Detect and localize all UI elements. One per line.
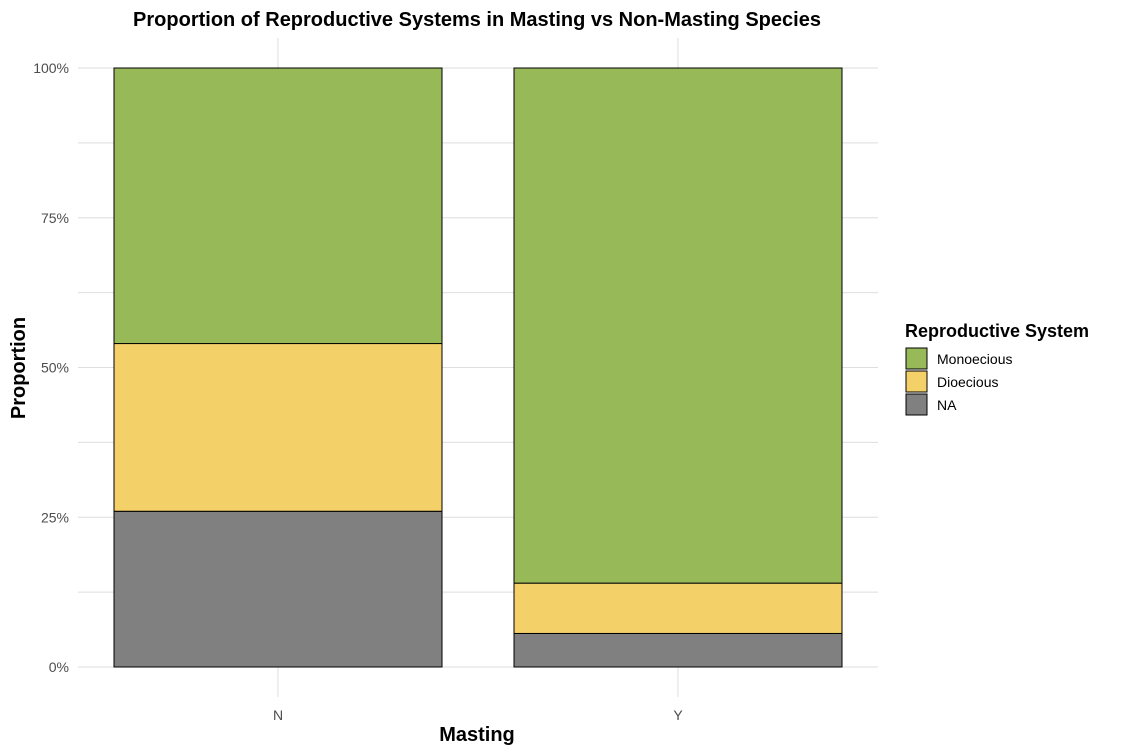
legend-label: Dioecious xyxy=(937,374,998,390)
legend-key xyxy=(905,393,928,416)
y-axis-title: Proportion xyxy=(8,317,30,419)
y-tick-label: 75% xyxy=(41,210,69,226)
legend-label: NA xyxy=(937,397,957,413)
bar-segment xyxy=(513,67,843,584)
x-tick-label: N xyxy=(273,707,283,723)
bar-segment xyxy=(113,67,443,345)
bar-segment xyxy=(513,632,843,668)
legend-key xyxy=(905,370,928,393)
chart-title: Proportion of Reproductive Systems in Ma… xyxy=(133,9,821,31)
y-axis-ticks: 0% 25% 50% 75% 100% xyxy=(33,60,69,675)
bar-segment xyxy=(513,582,843,634)
x-tick-label: Y xyxy=(673,707,683,723)
legend-key xyxy=(905,347,928,370)
bar-segment xyxy=(113,343,443,512)
y-tick-label: 0% xyxy=(49,659,69,675)
legend: Reproductive System Monoecious Dioecious N… xyxy=(905,321,1089,416)
y-tick-label: 100% xyxy=(33,60,69,76)
bars xyxy=(113,67,843,668)
bar-segment xyxy=(113,510,443,668)
x-axis-title: Masting xyxy=(439,724,515,746)
legend-title: Reproductive System xyxy=(905,321,1089,341)
y-tick-label: 50% xyxy=(41,360,69,376)
y-tick-label: 25% xyxy=(41,509,69,525)
legend-label: Monoecious xyxy=(937,351,1013,367)
